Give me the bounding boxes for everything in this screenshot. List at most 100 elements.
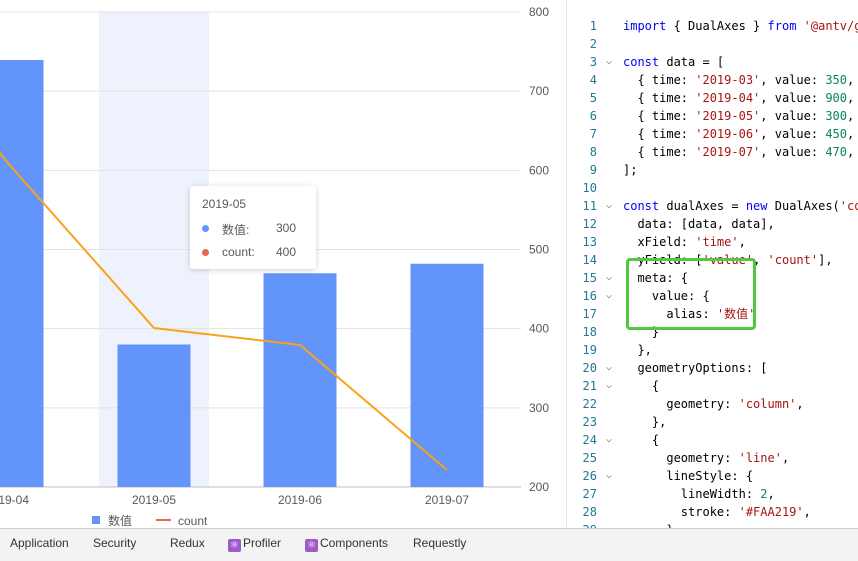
line-number: 24 [582, 433, 597, 447]
code-line: 9]; [567, 161, 858, 179]
fold-chevron-icon[interactable]: ⌵ [606, 200, 613, 211]
line-number: 29 [567, 521, 597, 528]
tab-profiler[interactable]: ⚛ Profiler [228, 536, 281, 552]
y-tick-label: 600 [529, 163, 549, 177]
tooltip-row-value-text: 300 [275, 221, 296, 235]
line-number: 2 [589, 37, 597, 51]
line-number: 5 [589, 91, 597, 105]
code-line: 4 { time: '2019-03', value: 350, [567, 71, 858, 89]
line-number: 16 [582, 289, 597, 303]
code-line: 26 ⌵ lineStyle: { [567, 467, 858, 485]
tab-requestly[interactable]: Requestly [413, 536, 467, 550]
line-number: 12 [582, 217, 597, 231]
y-tick-label: 700 [529, 84, 549, 98]
x-tick-label: 2019-05 [132, 493, 176, 507]
y-tick-label: 800 [529, 5, 549, 19]
code-text: value: { [623, 289, 710, 303]
code-text: const dualAxes = new DualAxes('co [623, 199, 858, 213]
code-text: geometry: 'line', [623, 451, 790, 465]
fold-chevron-icon[interactable]: ⌵ [606, 470, 613, 481]
code-text: { time: '2019-05', value: 300, [623, 109, 855, 123]
code-line: 20 ⌵ geometryOptions: [ [567, 359, 858, 377]
line-number: 20 [582, 361, 597, 375]
code-line: 5 { time: '2019-04', value: 900, [567, 89, 858, 107]
react-icon: ⚛ [305, 539, 318, 552]
code-line: 19 }, [567, 341, 858, 359]
code-line: 29 }, [567, 521, 858, 528]
line-number: 4 [589, 73, 597, 87]
code-text: { [623, 379, 660, 393]
line-number: 6 [589, 109, 597, 123]
code-text: { time: '2019-03', value: 350, [623, 73, 855, 87]
code-text: import { DualAxes } from '@antv/g [623, 19, 858, 33]
y-tick-label: 200 [529, 480, 549, 494]
fold-chevron-icon[interactable]: ⌵ [606, 56, 613, 67]
y-tick-label: 400 [529, 322, 549, 336]
tooltip-row-value-text: 400 [275, 245, 296, 259]
code-text: geometryOptions: [ [623, 361, 768, 375]
code-text: lineWidth: 2, [623, 487, 775, 501]
tab-security[interactable]: Security [93, 536, 137, 550]
fold-chevron-icon[interactable]: ⌵ [606, 272, 613, 283]
line-number: 19 [582, 343, 597, 357]
code-line: 11 ⌵ const dualAxes = new DualAxes('co [567, 197, 858, 215]
code-text: }, [623, 521, 680, 528]
tab-components[interactable]: ⚛ Components [305, 536, 388, 552]
tooltip-row-name: count: [222, 245, 255, 259]
line-number: 21 [582, 379, 597, 393]
code-line: 13 xField: 'time', [567, 233, 858, 251]
code-editor[interactable]: 1 import { DualAxes } from '@antv/g 2 3 ⌵ con… [566, 0, 858, 528]
code-line: 21 ⌵ { [567, 377, 858, 395]
line-number: 3 [589, 55, 597, 69]
tooltip-dot-icon [202, 249, 209, 256]
code-line: 27 lineWidth: 2, [567, 485, 858, 503]
line-number: 8 [589, 145, 597, 159]
code-line: 24 ⌵ { [567, 431, 858, 449]
fold-chevron-icon[interactable]: ⌵ [606, 380, 613, 391]
x-tick-label: 2019-07 [425, 493, 469, 507]
tab-redux[interactable]: Redux [170, 536, 205, 550]
devtools-tab-bar: Application Security Redux ⚛ Profiler ⚛ Co… [0, 528, 858, 561]
legend-label-value: 数值 [108, 513, 132, 528]
code-line: 3 ⌵ const data = [ [567, 53, 858, 71]
code-text: ]; [623, 163, 638, 177]
code-text: { [623, 433, 660, 447]
fold-chevron-icon[interactable]: ⌵ [606, 434, 613, 445]
tab-application[interactable]: Application [10, 536, 69, 550]
x-tick-label: 2019-06 [278, 493, 322, 507]
bar-2019-06 [263, 273, 337, 487]
code-line: 15 ⌵ meta: { [567, 269, 858, 287]
y-tick-label: 500 [529, 243, 549, 257]
tooltip-row-count: count: 400 [202, 245, 306, 261]
annotation-highlight-box [626, 258, 756, 330]
code-line: 7 { time: '2019-06', value: 450, [567, 125, 858, 143]
chart-panel: 2003004005006007008002019-042019-052019-… [0, 5, 550, 528]
code-text: const data = [ [623, 55, 725, 69]
line-number: 1 [589, 19, 597, 33]
code-line: 18 } [567, 323, 858, 341]
code-text: geometry: 'column', [623, 397, 804, 411]
code-line: 10 [567, 179, 858, 197]
x-tick-label: 2019-04 [0, 493, 29, 507]
chart-tooltip: 2019-05 数值: 300 count: 400 [190, 186, 316, 269]
react-icon: ⚛ [228, 539, 241, 552]
fold-chevron-icon[interactable]: ⌵ [606, 290, 613, 301]
code-line: 23 }, [567, 413, 858, 431]
code-text: xField: 'time', [623, 235, 746, 249]
line-number: 7 [589, 127, 597, 141]
code-line: 17 alias: '数值' [567, 305, 858, 323]
line-number: 14 [582, 253, 597, 267]
tooltip-title: 2019-05 [202, 197, 247, 211]
line-number: 22 [582, 397, 597, 411]
tooltip-dot-icon [202, 225, 209, 232]
code-text: { time: '2019-07', value: 470, [623, 145, 855, 159]
line-number: 26 [582, 469, 597, 483]
code-text: }, [623, 343, 652, 357]
code-text: } [623, 325, 660, 339]
code-text: lineStyle: { [623, 469, 754, 483]
line-number: 25 [582, 451, 597, 465]
code-text: alias: '数值' [623, 307, 756, 321]
fold-chevron-icon[interactable]: ⌵ [606, 362, 613, 373]
line-number: 18 [582, 325, 597, 339]
line-number: 11 [582, 199, 597, 213]
